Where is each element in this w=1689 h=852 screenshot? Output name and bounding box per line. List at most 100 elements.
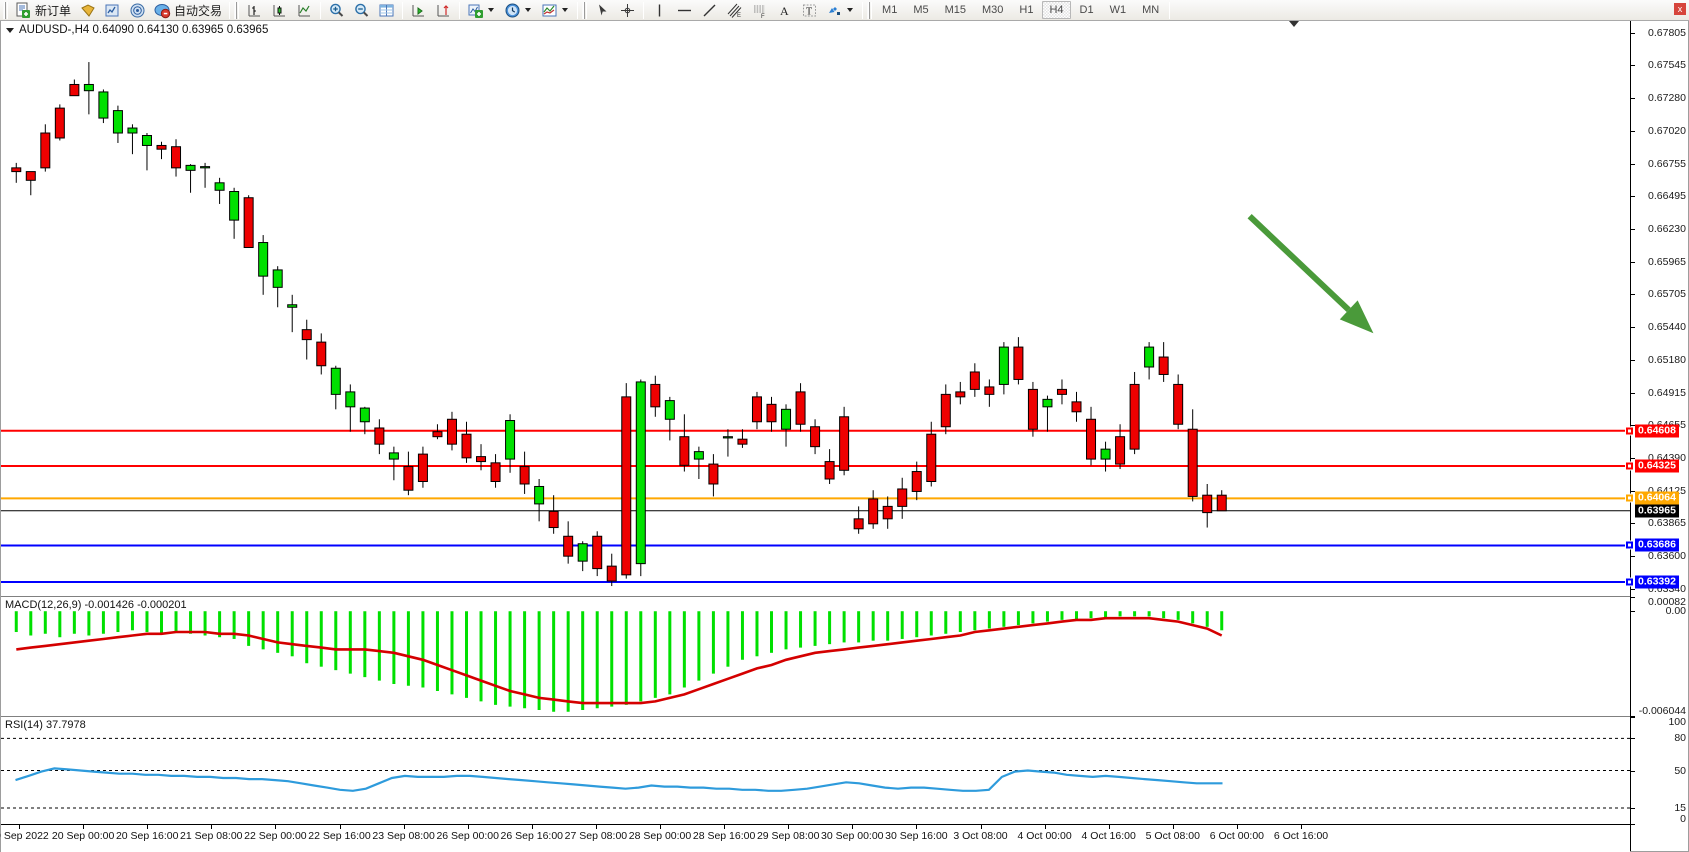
horizontal-line-button[interactable] <box>672 1 697 20</box>
timeframe-button-m1[interactable]: M1 <box>882 4 898 16</box>
new-order-button[interactable]: 新订单 <box>11 1 75 20</box>
toolbar-grip-4[interactable] <box>867 1 873 19</box>
price-level-handle[interactable] <box>1625 493 1634 503</box>
cursor-button[interactable] <box>590 1 615 20</box>
price-level-label-current[interactable]: 0.63965 <box>1635 504 1679 518</box>
price-tick-label: 0.67805 <box>1648 26 1686 39</box>
bar-chart-button[interactable] <box>242 1 267 20</box>
equidistant-channel-button[interactable]: E <box>722 1 747 20</box>
templates-icon <box>541 2 558 19</box>
auto-trading-button[interactable]: 自动交易 <box>150 1 226 20</box>
candle-body <box>1144 346 1155 368</box>
annotation-arrow-head[interactable] <box>1339 300 1374 334</box>
price-axis[interactable]: 0.67805 0.67545 0.67280 0.67020 0.66755 0.664… <box>1625 21 1688 851</box>
macd-axis-tick-mark <box>1631 716 1635 717</box>
candle-body <box>490 462 501 482</box>
time-axis-label: 28 Sep 16:00 <box>692 830 756 842</box>
candle-body <box>1115 436 1126 465</box>
auto-trading-label: 自动交易 <box>174 3 223 18</box>
candlestick-svg <box>1 62 1630 587</box>
time-axis-label: 20 Sep 16:00 <box>115 830 179 842</box>
chart-shift-button[interactable] <box>406 1 431 20</box>
macd-label: MACD(12,26,9) -0.001426 -0.000201 <box>5 599 187 611</box>
chevron-down-icon[interactable] <box>488 8 495 12</box>
candle-body <box>969 371 980 390</box>
candle-body <box>664 400 675 420</box>
candle-body <box>229 191 240 221</box>
timeframe-button-mn[interactable]: MN <box>1142 4 1160 16</box>
macd-axis-tick-mark <box>1631 597 1635 598</box>
time-axis-label: 29 Sep 08:00 <box>756 830 820 842</box>
price-level-label-pivot[interactable]: 0.64064 <box>1635 491 1679 505</box>
candle-body <box>69 83 80 97</box>
price-level-label-support[interactable]: 0.63686 <box>1635 538 1679 552</box>
zoom-in-button[interactable] <box>324 1 349 20</box>
signal-button[interactable] <box>125 1 150 20</box>
price-level-label-resistance[interactable]: 0.64608 <box>1635 424 1679 438</box>
chart-menu-arrow-icon[interactable] <box>6 28 14 33</box>
annotation-arrow-shaft[interactable] <box>1247 214 1351 313</box>
candle-body <box>534 485 545 505</box>
data-window-button[interactable] <box>100 1 125 20</box>
timeframe-button-m30[interactable]: M30 <box>982 4 1004 16</box>
candle-body <box>272 269 283 288</box>
toolbar-separator-8 <box>1169 1 1171 19</box>
toolbar-grip[interactable] <box>3 1 8 19</box>
time-tick-mark <box>275 825 277 829</box>
chart-plot-area[interactable]: AUDUSD-,H4 0.64090 0.64130 0.63965 0.639… <box>0 21 1630 852</box>
chart-window: AUDUSD-,H4 0.64090 0.64130 0.63965 0.639… <box>0 21 1689 852</box>
chevron-down-icon[interactable] <box>562 8 569 12</box>
time-axis-label: 19 Sep 2022 <box>0 830 49 842</box>
timeframe-button-d1[interactable]: D1 <box>1079 4 1094 16</box>
chevron-down-icon[interactable] <box>847 8 854 12</box>
crosshair-button[interactable] <box>615 1 640 20</box>
price-tick-mark <box>1631 588 1635 590</box>
chart-shift-icon <box>410 2 427 19</box>
line-chart-button[interactable] <box>292 1 317 20</box>
text-label-button[interactable]: T <box>797 1 822 20</box>
period-button[interactable] <box>500 1 537 20</box>
auto-scroll-button[interactable] <box>431 1 456 20</box>
price-level-handle[interactable] <box>1625 540 1634 550</box>
trend-line-button[interactable] <box>697 1 722 20</box>
timeframe-button-m15[interactable]: M15 <box>944 4 966 16</box>
timeframe-button-h4[interactable]: H4 <box>1042 1 1071 19</box>
fibonacci-button[interactable]: F <box>747 1 772 20</box>
close-chart-button[interactable]: x <box>1674 3 1686 15</box>
price-level-label-support[interactable]: 0.63392 <box>1635 575 1679 589</box>
timeframe-button-h1[interactable]: H1 <box>1019 4 1034 16</box>
price-level-label-resistance[interactable]: 0.64325 <box>1635 459 1679 473</box>
time-tick-mark <box>19 825 20 829</box>
shapes-button[interactable] <box>822 1 859 20</box>
candle-body <box>258 242 269 277</box>
macd-axis-label: 0.00082 <box>1648 596 1686 608</box>
shield-button[interactable] <box>75 1 100 20</box>
candlestick-chart-button[interactable] <box>267 1 292 20</box>
macd-pane[interactable]: MACD(12,26,9) -0.001426 -0.000201 <box>1 596 1630 716</box>
zoom-out-button[interactable] <box>349 1 374 20</box>
add-indicator-button[interactable] <box>463 1 500 20</box>
timeframe-button-w1[interactable]: W1 <box>1109 4 1127 16</box>
time-tick-mark <box>211 825 213 829</box>
timeframe-button-m5[interactable]: M5 <box>913 4 929 16</box>
price-level-handle[interactable] <box>1625 426 1634 436</box>
rsi-axis-tick-mark <box>1631 738 1635 740</box>
text-button[interactable]: A <box>772 1 797 20</box>
vertical-line-button[interactable] <box>647 1 672 20</box>
price-level-handle[interactable] <box>1625 461 1634 471</box>
templates-button[interactable] <box>537 1 574 20</box>
equidistant-channel-icon: E <box>726 2 743 19</box>
time-tick-mark <box>403 825 405 829</box>
toolbar-grip-2[interactable] <box>234 1 240 19</box>
data-grid-button[interactable] <box>374 1 399 20</box>
rsi-pane[interactable]: RSI(14) 37.7978 <box>1 716 1630 824</box>
price-pane[interactable]: AUDUSD-,H4 0.64090 0.64130 0.63965 0.639… <box>1 21 1630 596</box>
scroll-position-marker[interactable] <box>1289 21 1299 27</box>
price-level-handle[interactable] <box>1625 577 1634 587</box>
candle-body <box>1173 383 1184 425</box>
chevron-down-icon[interactable] <box>525 8 532 12</box>
candle-body <box>141 135 152 146</box>
toolbar-grip-3[interactable] <box>582 1 588 19</box>
